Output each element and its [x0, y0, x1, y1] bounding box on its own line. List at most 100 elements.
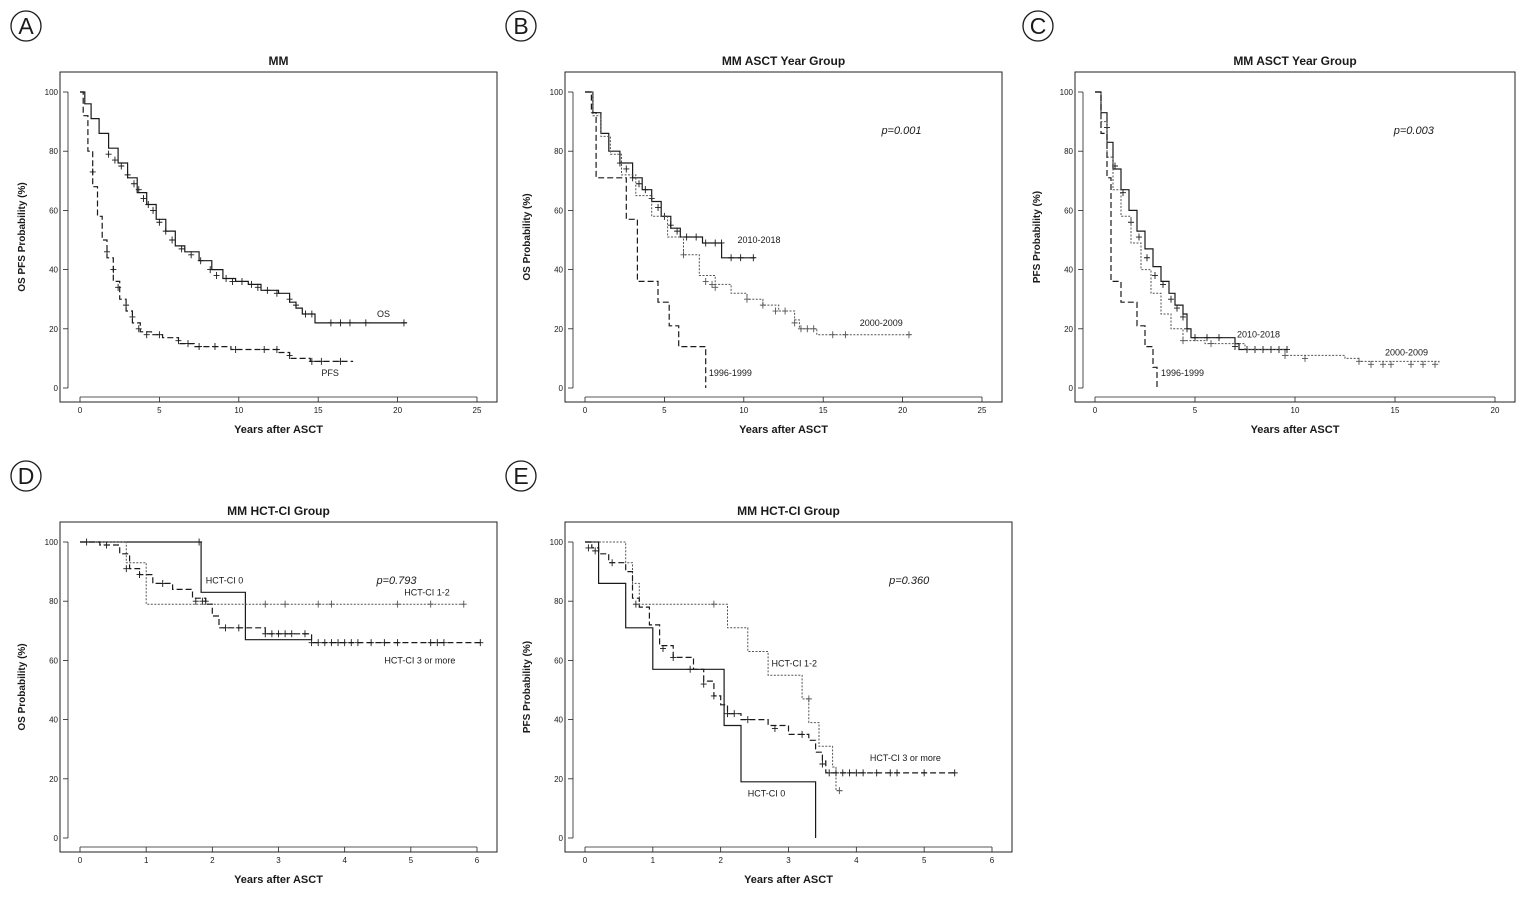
y-tick-label: 60 — [49, 206, 58, 215]
censor-mark — [175, 337, 182, 345]
x-tick-label: 25 — [473, 406, 482, 415]
x-tick-label: 3 — [276, 856, 281, 865]
censor-mark — [308, 310, 315, 318]
censor-mark — [810, 325, 817, 333]
censor-mark — [123, 565, 130, 573]
censor-mark — [238, 277, 245, 285]
censor-mark — [829, 331, 836, 339]
curve-label: 2000-2009 — [860, 318, 903, 328]
censor-mark — [799, 730, 806, 738]
censor-mark — [156, 331, 163, 339]
censor-mark — [771, 724, 778, 732]
x-tick-label: 0 — [1093, 406, 1098, 415]
y-tick-label: 40 — [49, 266, 58, 275]
censor-mark — [145, 200, 152, 208]
series-2000-2009: 2000-2009 — [1095, 91, 1440, 368]
y-tick-label: 60 — [49, 656, 58, 665]
panel-C: C MM ASCT Year Group 0 20 40 60 80 100 0 5 10 15 20 Y… — [1022, 10, 1516, 436]
censor-mark — [124, 171, 131, 179]
censor-mark — [328, 639, 335, 647]
censor-mark — [846, 769, 853, 777]
x-tick-label: 0 — [583, 406, 588, 415]
series-1996-1999: 1996-1999 — [585, 91, 752, 388]
survival-curve — [80, 91, 354, 362]
chart-title: MM ASCT Year Group — [1233, 54, 1356, 68]
x-tick-label: 0 — [78, 856, 83, 865]
censor-mark — [609, 559, 616, 567]
censor-mark — [337, 319, 344, 327]
y-tick-label: 0 — [559, 384, 564, 393]
y-tick-label: 0 — [1069, 384, 1074, 393]
curve-label: HCT-CI 0 — [748, 789, 786, 799]
censor-mark — [712, 239, 719, 247]
survival-curve — [1095, 91, 1440, 365]
censor-mark — [327, 319, 334, 327]
censor-mark — [136, 571, 143, 579]
p-value-annotation: p=0.001 — [880, 125, 921, 137]
chart-title: MM — [269, 54, 289, 68]
censor-mark — [105, 150, 112, 158]
censor-mark — [1420, 360, 1426, 368]
censor-mark — [202, 597, 209, 605]
x-tick-label: 6 — [475, 856, 480, 865]
panel-B: B MM ASCT Year Group 0 20 40 60 80 100 0 5 10 15 20 2… — [505, 10, 1003, 436]
panel-badge-letter: E — [513, 463, 528, 489]
x-axis-label: Years after ASCT — [234, 424, 323, 436]
y-tick-label: 20 — [554, 325, 563, 334]
censor-mark — [1216, 334, 1222, 342]
curve-label: HCT-CI 0 — [206, 575, 244, 585]
censor-mark — [731, 710, 738, 718]
panel-badge-circle — [505, 10, 537, 42]
censor-mark — [1204, 334, 1210, 342]
censor-mark — [655, 203, 662, 211]
censor-mark — [772, 307, 779, 315]
censor-mark — [1388, 360, 1394, 368]
curve-label: 1996-1999 — [709, 368, 752, 378]
censor-mark — [642, 186, 649, 194]
censor-mark — [826, 769, 833, 777]
x-tick-label: 5 — [1193, 406, 1198, 415]
censor-mark — [728, 254, 735, 262]
x-tick-label: 20 — [393, 406, 402, 415]
x-tick-label: 5 — [922, 856, 927, 865]
censor-mark — [140, 195, 147, 203]
censor-mark — [680, 251, 687, 259]
censor-mark — [111, 156, 118, 164]
censor-mark — [1180, 337, 1186, 345]
censor-mark — [660, 645, 667, 653]
censor-mark — [337, 357, 344, 365]
censor-mark — [842, 331, 849, 339]
censor-mark — [273, 346, 280, 354]
censor-mark — [229, 277, 236, 285]
censor-mark — [1168, 295, 1174, 303]
censor-mark — [188, 251, 195, 259]
censor-mark — [110, 266, 117, 274]
censor-mark — [819, 760, 826, 768]
censor-mark — [169, 236, 176, 244]
censor-mark — [709, 280, 716, 288]
censor-mark — [674, 227, 681, 235]
censor-mark — [315, 639, 322, 647]
censor-mark — [623, 165, 630, 173]
censor-mark — [123, 301, 130, 309]
censor-mark — [718, 239, 725, 247]
censor-mark — [1368, 360, 1374, 368]
censor-mark — [282, 630, 289, 638]
series-hct-ci-0: HCT-CI 0 — [585, 541, 817, 838]
censor-mark — [286, 295, 293, 303]
censor-mark — [143, 331, 150, 339]
x-axis-label: Years after ASCT — [1251, 424, 1340, 436]
panel-badge-circle — [505, 460, 537, 492]
censor-mark — [335, 639, 342, 647]
censor-mark — [712, 283, 719, 291]
censor-mark — [302, 310, 309, 318]
y-tick-label: 60 — [1064, 206, 1073, 215]
censor-mark — [724, 710, 731, 718]
panel-badge-circle — [10, 460, 42, 492]
censor-mark — [629, 174, 636, 182]
censor-mark — [115, 283, 122, 291]
series-hct-ci-0: HCT-CI 0 — [80, 538, 312, 641]
curve-label: HCT-CI 3 or more — [384, 655, 455, 665]
chart-title: MM ASCT Year Group — [722, 54, 845, 68]
chart-title: MM HCT-CI Group — [737, 504, 840, 518]
